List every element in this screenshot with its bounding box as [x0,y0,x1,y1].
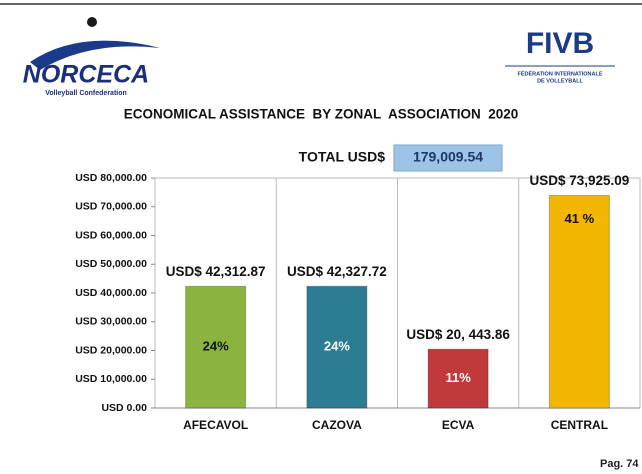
value-label: USD$ 73,925.09 [529,173,629,188]
page-number: Pag. 74 [600,458,639,470]
logo-swoosh [30,40,160,70]
fivb-sub: DE VOLLEYBALL [537,78,583,84]
y-tick-label: USD 30,000.00 [75,316,147,328]
value-label: USD$ 20, 443.86 [406,327,510,342]
y-tick-label: USD 70,000.00 [75,201,147,213]
y-tick-label: USD 0.00 [101,402,147,414]
bar [427,348,489,409]
x-tick-label: ECVA [442,418,475,432]
chart-title: ECONOMICAL ASSISTANCE BY ZONAL ASSOCIATI… [124,107,519,122]
y-tick-label: USD 80,000.00 [75,172,147,184]
logo-player [87,17,97,27]
x-tick-label: AFECAVOL [183,418,248,432]
bar [185,285,247,409]
fivb-sub: FÉDÉRATION INTERNATIONALE [517,69,602,77]
norceca-sub: Volleyball Confederation [45,90,127,97]
y-tick-label: USD 20,000.00 [75,344,147,356]
x-tick-label: CENTRAL [551,418,608,432]
x-tick-label: CAZOVA [312,418,362,432]
y-tick-label: USD 50,000.00 [75,258,147,270]
total-value: 179,009.54 [413,149,483,165]
y-tick-label: USD 40,000.00 [75,287,147,299]
y-tick-label: USD 60,000.00 [75,229,147,241]
share-label: 24% [203,339,229,354]
share-label: 41 % [565,211,595,226]
share-label: 24% [324,339,350,354]
norceca-logo: NORCECA [23,61,149,89]
total-box [393,144,503,172]
bar [306,285,368,409]
share-label: 11% [445,370,471,385]
bar [548,194,610,409]
fivb-logo: FIVB [526,27,594,60]
value-label: USD$ 42,327.72 [287,264,387,279]
total-label: TOTAL USD$ [299,149,386,165]
y-tick-label: USD 10,000.00 [75,373,147,385]
value-label: USD$ 42,312.87 [166,264,266,279]
